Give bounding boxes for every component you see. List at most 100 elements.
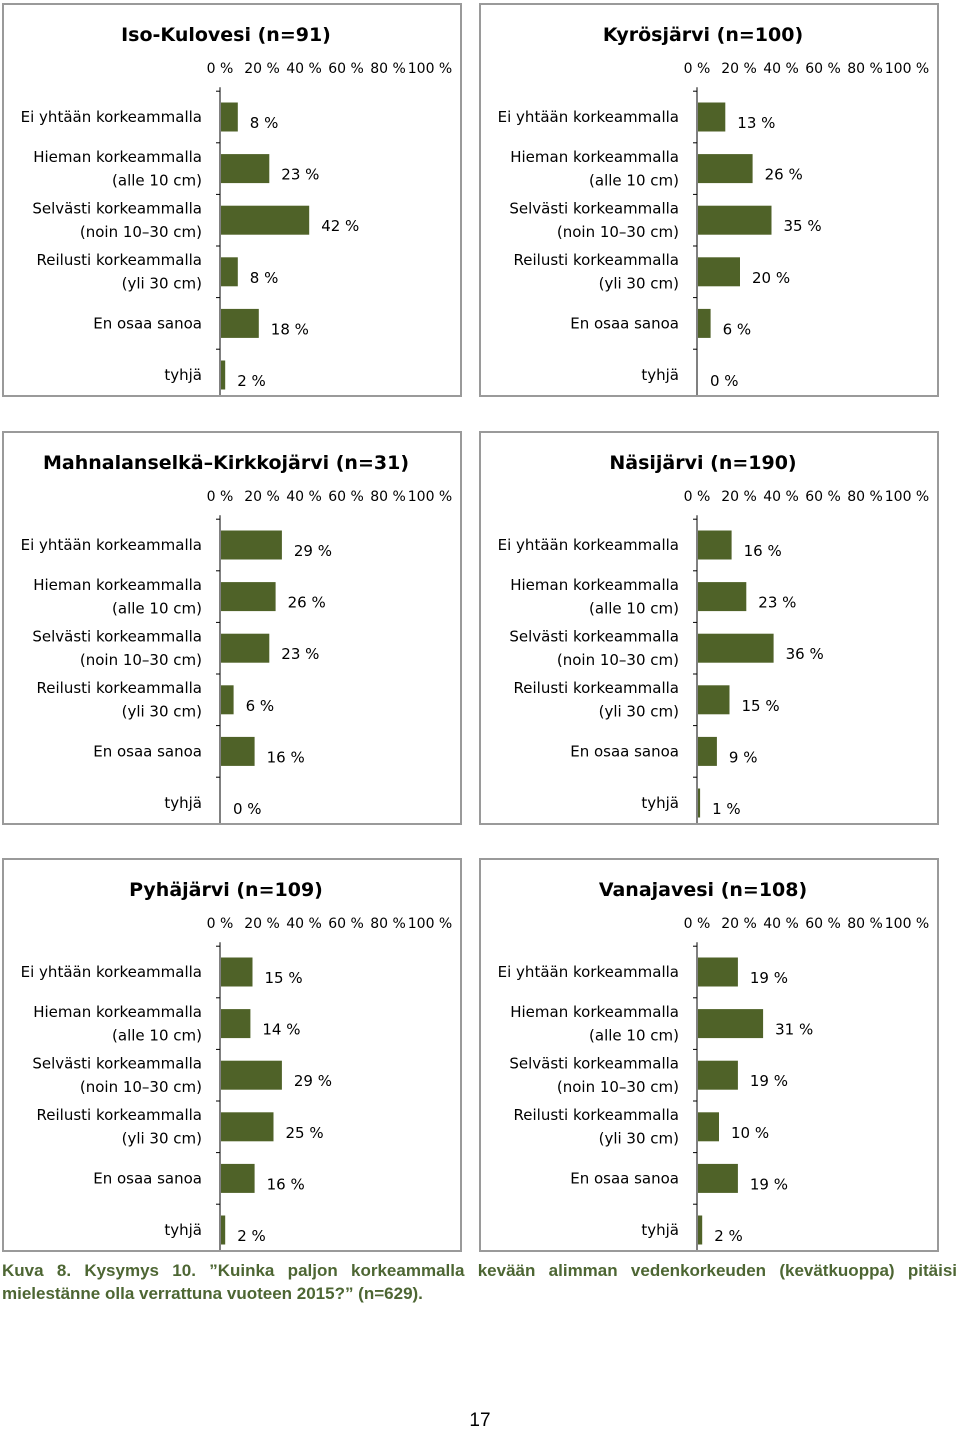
- category-label: Reilusti korkeammalla (yli 30 cm): [37, 679, 202, 721]
- bar: [698, 205, 772, 235]
- bar: [221, 736, 255, 766]
- x-tick-label: 60 %: [328, 61, 364, 77]
- category-label: Reilusti korkeammalla (yli 30 cm): [514, 679, 679, 721]
- chart-title: Vanajavesi (n=108): [599, 879, 807, 901]
- x-tick-label: 80 %: [370, 489, 406, 505]
- x-tick-label: 0 %: [207, 916, 234, 932]
- category-label: Selvästi korkeammalla (noin 10–30 cm): [32, 1054, 202, 1096]
- bar: [221, 582, 276, 612]
- data-label: 14 %: [262, 1021, 300, 1039]
- x-tick-label: 20 %: [721, 489, 757, 505]
- bar: [698, 257, 740, 287]
- bar: [221, 530, 282, 560]
- x-tick-label: 40 %: [286, 916, 322, 932]
- chart-panel-1: Iso-Kulovesi (n=91) 0 % 20 % 40 % 60 % 80 % 10…: [2, 3, 462, 397]
- category-label: tyhjä: [641, 1221, 679, 1239]
- bar: [698, 1009, 764, 1039]
- category-label: Ei yhtään korkeammalla: [498, 536, 679, 554]
- x-tick-label: 20 %: [244, 916, 280, 932]
- category-label: Ei yhtään korkeammalla: [21, 963, 202, 981]
- x-tick-label: 80 %: [847, 489, 883, 505]
- bar: [221, 205, 310, 235]
- x-tick-label: 20 %: [244, 61, 280, 77]
- bar: [221, 308, 259, 338]
- data-label: 19 %: [750, 969, 788, 987]
- data-label: 6 %: [246, 697, 275, 715]
- figure-caption: Kuva 8. Kysymys 10. ”Kuinka paljon korke…: [2, 1261, 957, 1303]
- x-tick-label: 100 %: [408, 916, 452, 932]
- category-label: En osaa sanoa: [570, 742, 679, 760]
- data-label: 0 %: [710, 372, 739, 390]
- data-label: 42 %: [321, 217, 359, 235]
- category-label: Selvästi korkeammalla (noin 10–30 cm): [32, 627, 202, 669]
- category-label: tyhjä: [641, 794, 679, 812]
- data-label: 16 %: [267, 1175, 305, 1193]
- x-tick-label: 40 %: [286, 61, 322, 77]
- data-label: 16 %: [267, 748, 305, 766]
- x-tick-label: 60 %: [805, 916, 841, 932]
- data-label: 10 %: [731, 1124, 769, 1142]
- x-tick-label: 100 %: [408, 489, 452, 505]
- bar: [698, 308, 711, 338]
- bar: [221, 1163, 255, 1193]
- page-number: 17: [469, 1410, 491, 1431]
- x-tick-label: 0 %: [684, 61, 711, 77]
- data-label: 2 %: [237, 372, 266, 390]
- x-tick-label: 20 %: [244, 489, 280, 505]
- data-label: 9 %: [729, 748, 758, 766]
- data-label: 23 %: [281, 645, 319, 663]
- bar: [698, 1163, 738, 1193]
- x-tick-label: 60 %: [328, 489, 364, 505]
- data-label: 8 %: [250, 269, 279, 287]
- category-label: Ei yhtään korkeammalla: [21, 108, 202, 126]
- category-label: Hieman korkeammalla (alle 10 cm): [33, 1003, 202, 1045]
- x-tick-label: 100 %: [885, 489, 929, 505]
- x-tick-label: 0 %: [684, 489, 711, 505]
- category-label: Reilusti korkeammalla (yli 30 cm): [514, 251, 679, 293]
- data-label: 29 %: [294, 1072, 332, 1090]
- bar: [698, 957, 738, 987]
- data-label: 15 %: [265, 969, 303, 987]
- bar: [698, 788, 701, 818]
- x-tick-label: 80 %: [847, 61, 883, 77]
- chart-title: Mahnalanselkä–Kirkkojärvi (n=31): [43, 452, 409, 474]
- data-label: 29 %: [294, 542, 332, 560]
- bar: [698, 154, 753, 184]
- category-label: Hieman korkeammalla (alle 10 cm): [510, 1003, 679, 1045]
- chart-title: Iso-Kulovesi (n=91): [121, 24, 331, 46]
- x-tick-label: 100 %: [885, 916, 929, 932]
- x-tick-label: 40 %: [763, 916, 799, 932]
- bar: [221, 1060, 282, 1090]
- bar: [221, 360, 226, 390]
- data-label: 25 %: [286, 1124, 324, 1142]
- x-tick-label: 80 %: [847, 916, 883, 932]
- data-label: 15 %: [742, 697, 780, 715]
- bar: [698, 1112, 719, 1142]
- category-label: En osaa sanoa: [93, 1169, 202, 1187]
- data-label: 2 %: [714, 1227, 743, 1245]
- bar: [221, 154, 270, 184]
- category-label: Hieman korkeammalla (alle 10 cm): [33, 148, 202, 190]
- chart-title: Näsijärvi (n=190): [609, 452, 796, 474]
- chart-title: Pyhäjärvi (n=109): [129, 879, 323, 901]
- bar: [698, 736, 717, 766]
- category-label: Hieman korkeammalla (alle 10 cm): [33, 576, 202, 618]
- data-label: 26 %: [288, 594, 326, 612]
- chart-panel-4: Näsijärvi (n=190) 0 % 20 % 40 % 60 % 80 % 100 …: [479, 431, 939, 825]
- category-label: Reilusti korkeammalla (yli 30 cm): [514, 1106, 679, 1148]
- bar-chart: Vanajavesi (n=108) 0 % 20 % 40 % 60 % 80 % 100…: [498, 879, 929, 1250]
- x-tick-label: 60 %: [328, 916, 364, 932]
- category-label: En osaa sanoa: [570, 314, 679, 332]
- x-tick-label: 100 %: [885, 61, 929, 77]
- bar: [698, 1215, 703, 1245]
- bar: [698, 102, 726, 132]
- data-label: 0 %: [233, 800, 262, 818]
- x-tick-label: 60 %: [805, 61, 841, 77]
- x-tick-label: 0 %: [684, 916, 711, 932]
- data-label: 18 %: [271, 320, 309, 338]
- data-label: 16 %: [744, 542, 782, 560]
- x-tick-label: 20 %: [721, 916, 757, 932]
- category-label: Reilusti korkeammalla (yli 30 cm): [37, 1106, 202, 1148]
- category-label: tyhjä: [164, 794, 202, 812]
- category-label: tyhjä: [641, 366, 679, 384]
